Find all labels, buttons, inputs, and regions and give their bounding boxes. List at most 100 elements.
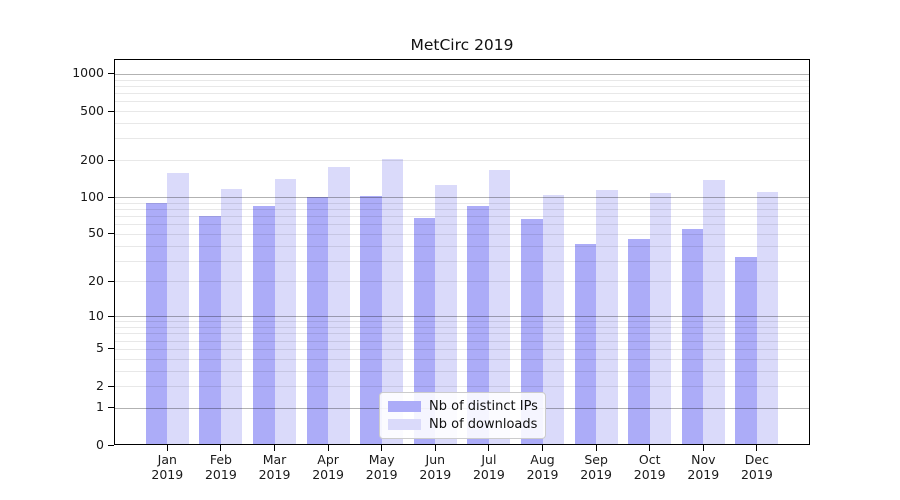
x-tick — [756, 445, 758, 451]
x-tick-label: Aug 2019 — [514, 452, 572, 482]
x-tick-month: Dec — [744, 452, 769, 467]
bar-downloads-mar — [274, 179, 296, 445]
bar-downloads-aug — [542, 195, 564, 445]
bar-downloads-jun — [435, 184, 457, 445]
y-tick — [108, 385, 114, 387]
gridline-minor — [115, 111, 809, 112]
y-tick — [108, 407, 114, 409]
bar-distinct-ips-may — [360, 196, 382, 445]
legend-entry-distinct-ips: Nb of distinct IPs — [388, 398, 538, 414]
y-tick — [108, 315, 114, 317]
x-tick — [274, 445, 275, 451]
x-tick-label: May 2019 — [353, 452, 411, 482]
gridline-minor — [115, 85, 809, 87]
x-tick-month: Jul — [481, 452, 497, 467]
gridline-major — [115, 197, 809, 199]
bar-distinct-ips-jun — [413, 218, 436, 445]
y-tick — [108, 159, 114, 161]
bar-distinct-ips-oct — [628, 239, 650, 445]
y-tick-label: 500 — [80, 102, 104, 118]
gridline-minor — [115, 233, 809, 235]
gridline-minor — [115, 281, 809, 283]
x-tick — [542, 445, 543, 451]
bar-downloads-jan — [167, 172, 189, 445]
y-tick-label: 1000 — [72, 65, 104, 81]
y-tick — [108, 196, 114, 198]
x-tick-year: 2019 — [740, 467, 773, 482]
bar-distinct-ips-feb — [199, 216, 221, 445]
gridline-minor — [115, 321, 809, 323]
x-tick-year: 2019 — [633, 467, 666, 482]
bar-downloads-sep — [596, 190, 618, 445]
y-tick-label: 5 — [96, 340, 104, 356]
x-tick-label: Dec 2019 — [728, 452, 786, 482]
x-tick-label: Oct 2019 — [621, 452, 679, 482]
y-tick — [108, 348, 114, 350]
x-tick — [327, 445, 329, 451]
legend-swatch-downloads — [388, 419, 421, 431]
bar-distinct-ips-sep — [574, 244, 597, 445]
gridline-minor — [115, 386, 809, 387]
y-tick-label: 50 — [88, 225, 104, 241]
gridline-minor — [115, 333, 809, 335]
gridline-minor — [115, 101, 809, 103]
x-tick-year: 2019 — [204, 467, 237, 482]
gridline-minor — [115, 202, 809, 204]
x-tick-year: 2019 — [312, 467, 344, 482]
bar-downloads-oct — [649, 193, 672, 445]
x-tick-month: Mar — [262, 452, 287, 467]
x-tick-year: 2019 — [526, 467, 559, 482]
y-tick-label: 0 — [96, 436, 104, 452]
x-tick-label: Jan 2019 — [138, 452, 196, 482]
gridline-minor — [115, 370, 809, 372]
y-tick — [108, 110, 114, 112]
x-tick-month: Apr — [317, 452, 339, 467]
gridline-minor — [115, 208, 809, 210]
x-tick-label: Mar 2019 — [246, 452, 304, 482]
x-tick — [220, 445, 222, 451]
bar-distinct-ips-aug — [521, 219, 543, 445]
bar-distinct-ips-nov — [681, 228, 704, 445]
x-tick-month: Jan — [157, 452, 177, 467]
gridline-minor — [115, 245, 809, 247]
legend-label-distinct-ips: Nb of distinct IPs — [429, 398, 538, 414]
x-tick-label: Feb 2019 — [192, 452, 250, 482]
x-tick-label: Jun 2019 — [406, 452, 464, 482]
bar-downloads-nov — [703, 180, 725, 445]
x-tick-label: Sep 2019 — [567, 452, 625, 482]
bar-distinct-ips-apr — [306, 196, 329, 445]
bar-downloads-apr — [328, 166, 350, 445]
bar-distinct-ips-dec — [735, 257, 757, 445]
bar-downloads-may — [381, 159, 404, 445]
bar-distinct-ips-jul — [467, 206, 489, 445]
y-tick — [108, 280, 114, 282]
gridline-minor — [115, 358, 809, 360]
bar-downloads-jul — [488, 170, 511, 445]
gridline-minor — [115, 224, 809, 226]
y-tick-label: 100 — [80, 188, 104, 204]
legend-entry-downloads: Nb of downloads — [388, 417, 537, 432]
bar-distinct-ips-jan — [145, 202, 168, 445]
x-tick-label: Nov 2019 — [674, 452, 732, 482]
gridline-major — [115, 316, 809, 318]
x-tick — [434, 445, 436, 451]
x-tick — [488, 445, 490, 451]
legend-swatch-distinct-ips — [388, 400, 421, 412]
y-tick-label: 10 — [88, 307, 104, 323]
gridline-minor — [115, 123, 809, 124]
x-tick-year: 2019 — [472, 467, 505, 482]
x-tick-month: Oct — [638, 452, 661, 467]
y-tick — [108, 73, 114, 75]
x-tick-label: Apr 2019 — [299, 452, 357, 482]
x-tick-year: 2019 — [151, 467, 184, 482]
gridline-minor — [115, 160, 809, 162]
bar-downloads-feb — [220, 188, 243, 445]
y-tick — [108, 444, 114, 446]
x-tick-year: 2019 — [419, 467, 452, 482]
x-tick-year: 2019 — [580, 467, 612, 482]
chart-title: MetCirc 2019 — [410, 36, 514, 54]
x-tick — [166, 445, 168, 451]
bar-downloads-dec — [756, 192, 779, 445]
x-tick-month: Aug — [530, 452, 555, 467]
